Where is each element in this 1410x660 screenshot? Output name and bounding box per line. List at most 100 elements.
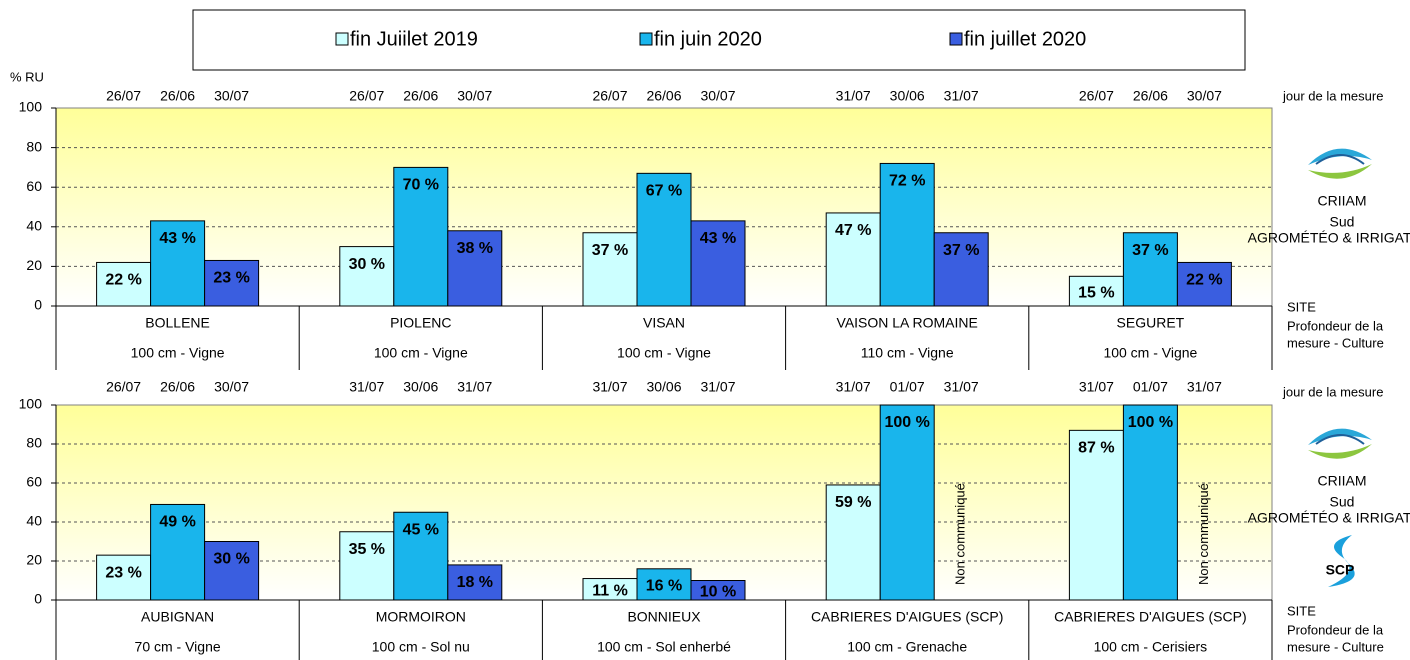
legend-swatch (335, 32, 349, 46)
date-label: 31/07 (700, 379, 735, 395)
bar (96, 261, 152, 307)
logo-sub: Sud (1330, 214, 1355, 230)
bar (447, 564, 503, 601)
value-label: 43 % (159, 230, 195, 247)
date-label: 26/06 (1133, 88, 1168, 104)
category-label: BOLLENE (145, 315, 210, 331)
right-label: mesure - Culture (1287, 639, 1384, 654)
value-label: Non communiqué (1196, 483, 1211, 585)
date-label: 01/07 (890, 379, 925, 395)
category-label: PIOLENC (390, 315, 451, 331)
value-label: 100 % (1128, 414, 1173, 431)
subcategory-label: 100 cm - Vigne (131, 345, 225, 361)
y-tick-label: 0 (34, 297, 42, 313)
date-label: 30/06 (403, 379, 438, 395)
value-label: 10 % (700, 583, 736, 600)
value-label: 45 % (403, 521, 439, 538)
date-label: 30/07 (214, 379, 249, 395)
date-label: 31/07 (836, 379, 871, 395)
value-label: 100 % (885, 414, 930, 431)
value-label: 22 % (105, 272, 141, 289)
subcategory-label: 100 cm - Cerisiers (1094, 639, 1208, 655)
category-label: BONNIEUX (627, 609, 701, 625)
logo-swoosh (1315, 154, 1365, 165)
date-label: 26/06 (160, 379, 195, 395)
y-tick-label: 60 (26, 178, 42, 194)
right-label: SITE (1287, 603, 1316, 618)
value-label: 22 % (1186, 272, 1222, 289)
bar (96, 554, 152, 601)
logo-swoosh (1315, 434, 1365, 445)
subcategory-label: 100 cm - Sol nu (372, 639, 470, 655)
logo-sub: Sud (1330, 494, 1355, 510)
date-label: 31/07 (944, 379, 979, 395)
subcategory-label: 100 cm - Vigne (1103, 345, 1197, 361)
bar (933, 232, 989, 307)
y-tick-label: 80 (26, 138, 42, 154)
y-tick-label: 20 (26, 552, 42, 568)
value-label: 47 % (835, 222, 871, 239)
value-label: 37 % (943, 242, 979, 259)
date-label: 30/06 (646, 379, 681, 395)
logo-name: CRIIAM (1318, 473, 1367, 489)
category-label: VISAN (643, 315, 685, 331)
value-label: 49 % (159, 514, 195, 531)
date-label: 31/07 (836, 88, 871, 104)
bar (825, 212, 881, 307)
date-label: 26/07 (106, 379, 141, 395)
value-label: 43 % (700, 230, 736, 247)
legend-label: fin juillet 2020 (964, 28, 1086, 50)
date-label: 30/07 (1187, 88, 1222, 104)
bar (690, 580, 746, 601)
date-label: 01/07 (1133, 379, 1168, 395)
logo-tagline: AGROMÉTÉO & IRRIGATION (1248, 230, 1410, 246)
logo-swoosh (1308, 148, 1372, 165)
category-label: AUBIGNAN (141, 609, 214, 625)
value-label: 38 % (457, 240, 493, 257)
right-label: Profondeur de la (1287, 318, 1384, 333)
bar (879, 404, 935, 601)
bar (879, 162, 935, 307)
value-label: 23 % (105, 564, 141, 581)
value-label: 37 % (592, 242, 628, 259)
bar (1176, 261, 1232, 307)
logo-swoosh (1328, 535, 1355, 587)
y-tick-label: 100 (19, 99, 43, 115)
bar (636, 172, 692, 307)
y-tick-label: 100 (19, 396, 43, 412)
value-label: 16 % (646, 578, 682, 595)
category-label: VAISON LA ROMAINE (837, 315, 978, 331)
y-tick-label: 60 (26, 474, 42, 490)
category-label: SEGURET (1117, 315, 1185, 331)
logo-tagline: AGROMÉTÉO & IRRIGATION (1248, 510, 1410, 526)
bar (1122, 404, 1178, 601)
date-label: 31/07 (592, 379, 627, 395)
bar (1122, 232, 1178, 307)
category-label: MORMOIRON (376, 609, 466, 625)
bar (204, 541, 260, 601)
value-label: 72 % (889, 173, 925, 190)
date-label: 26/07 (106, 88, 141, 104)
bar (1068, 429, 1124, 601)
value-label: 67 % (646, 183, 682, 200)
bar (690, 220, 746, 307)
y-tick-label: 40 (26, 218, 42, 234)
date-label: 31/07 (944, 88, 979, 104)
bar (339, 531, 395, 601)
date-label: 30/07 (700, 88, 735, 104)
date-label: 26/07 (349, 88, 384, 104)
date-label: 26/06 (646, 88, 681, 104)
value-label: 70 % (403, 177, 439, 194)
subcategory-label: 100 cm - Vigne (374, 345, 468, 361)
logo-name: CRIIAM (1318, 193, 1367, 209)
y-axis-title: % RU (10, 69, 44, 84)
bar (447, 230, 503, 307)
value-label: 35 % (349, 541, 385, 558)
right-label: Profondeur de la (1287, 622, 1384, 637)
bar (1068, 275, 1124, 307)
date-label: 31/07 (457, 379, 492, 395)
subcategory-label: 110 cm - Vigne (861, 345, 954, 361)
subcategory-label: 100 cm - Sol enherbé (597, 639, 731, 655)
subcategory-label: 70 cm - Vigne (135, 639, 221, 655)
